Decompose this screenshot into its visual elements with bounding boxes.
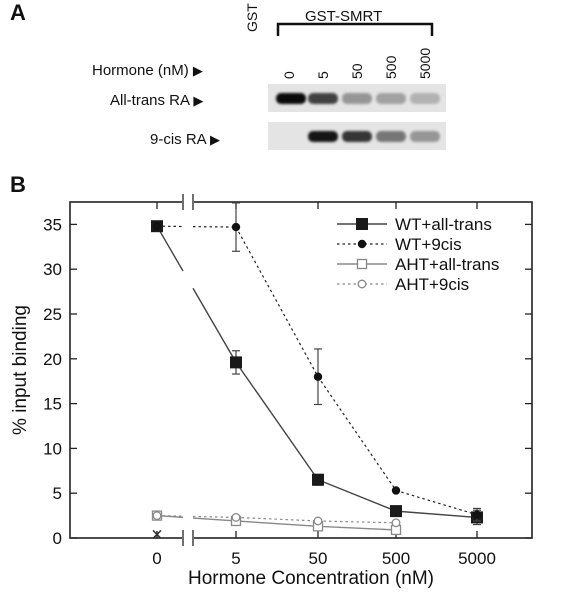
all-trans-row-text: All-trans RA [110,92,190,109]
gst-smrt-bracket [276,22,434,36]
series-line-segment [317,479,397,512]
hormone-row-text: Hormone (nM) [92,62,189,79]
legend-label: WT+9cis [395,235,462,254]
data-point-filled-square [356,218,368,230]
blot-row-all-trans [268,84,446,112]
blot-band [342,131,372,142]
y-tick-label: 0 [53,529,62,548]
series-line-segment [192,517,237,522]
data-point-filled-circle [231,222,241,232]
series-line-segment [235,520,319,528]
series-line-segment [156,225,184,272]
blot-band [308,93,338,104]
series-line-segment [317,525,397,531]
x-tick-label: 50 [309,549,328,568]
y-tick-label: 10 [43,439,62,458]
data-point-open-circle [357,279,367,289]
series-line-segment [156,515,184,517]
blot-band [410,131,440,142]
y-tick-label: 15 [43,395,62,414]
data-point-filled-circle [313,372,323,381]
series-line-segment [192,515,237,518]
panel-b-letter: B [10,172,26,197]
x-tick-label: 5000 [458,549,496,568]
x-tick-label: 5 [231,549,240,568]
data-point-filled-circle [391,486,401,495]
data-point-open-circle [231,512,241,522]
blot-band [376,93,406,104]
blot-band [342,93,372,104]
data-point-filled-square [312,473,324,486]
all-trans-row-label: All-trans RA ▶ [110,92,203,109]
series-line-segment [395,510,478,519]
blot-band [276,93,306,104]
plot-frame [69,201,533,539]
series-line-segment [317,376,397,491]
y-tick-label: 25 [43,305,62,324]
legend-label: WT+all-trans [395,215,492,234]
x-tick-label: 0 [152,549,161,568]
y-tick-label: 30 [43,260,62,279]
series-line-segment [192,287,237,363]
data-point-open-square [356,258,368,270]
y-tick-label: 5 [53,484,62,503]
data-point-x-marker [152,529,162,539]
all-trans-arrow-icon: ▶ [193,93,204,108]
x-tick-label: 500 [382,549,410,568]
blot-row-9cis [268,122,446,150]
x-axis-label: Hormone Concentration (nM) [188,568,434,589]
data-point-filled-circle [472,510,482,519]
series-line-segment [235,361,319,481]
series-line-segment [317,520,397,524]
series-line-segment [235,226,319,378]
series-line-segment [395,489,478,516]
blot-band [308,131,338,142]
data-point-filled-circle [152,221,162,231]
data-point-filled-square [390,505,402,518]
nine-cis-row-text: 9-cis RA [150,131,206,148]
panel-a-letter: A [10,0,26,25]
data-point-filled-square [230,356,242,369]
blot-band [410,93,440,104]
axis-break-mask-bottom [182,532,194,544]
y-tick-label: 20 [43,350,62,369]
hormone-row-label: Hormone (nM) ▶ [92,62,203,79]
nine-cis-arrow-icon: ▶ [210,132,221,147]
data-point-open-circle [313,516,323,526]
nine-cis-row-label: 9-cis RA ▶ [150,131,220,148]
data-point-open-circle [391,518,401,528]
axis-break-mask-top [182,196,194,208]
hormone-arrow-icon: ▶ [192,63,203,78]
series-line-segment [235,516,319,522]
data-point-open-circle [152,511,162,521]
data-point-filled-circle [357,239,367,249]
legend-label: AHT+9cis [395,275,469,294]
legend-label: AHT+all-trans [395,255,499,274]
y-axis-label: % input binding [10,305,31,435]
blot-band [376,131,406,142]
y-tick-label: 35 [43,215,62,234]
gst-smrt-group-label: GST-SMRT [305,8,383,25]
